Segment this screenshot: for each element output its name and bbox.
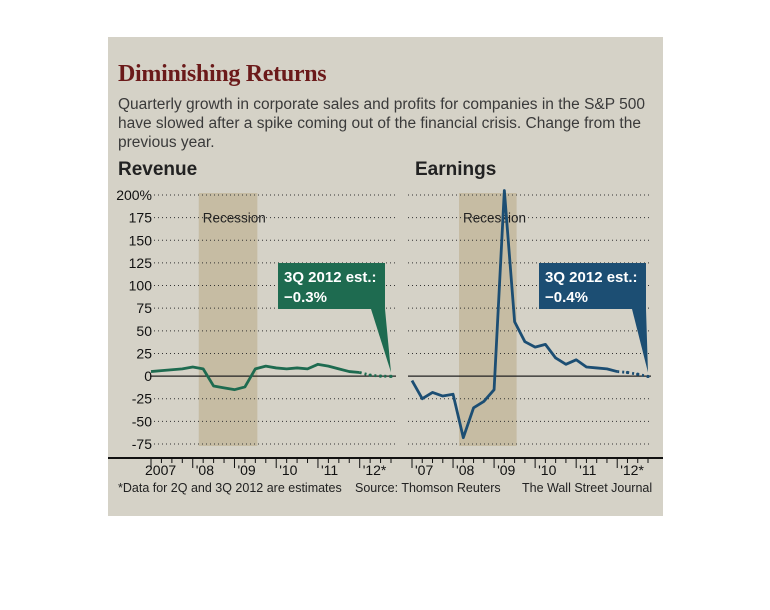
y-tick-label: 0 [144, 368, 152, 384]
x-tick-label: '09 [497, 462, 515, 478]
recession-shade [198, 193, 258, 446]
estimate-point [646, 374, 650, 379]
estimate-point [378, 374, 383, 378]
series-line [150, 362, 360, 392]
x-tick-label: '10 [279, 462, 297, 478]
y-tick-label: 200% [116, 187, 152, 203]
annotation-value: −0.3% [284, 289, 327, 306]
chart-title: Diminishing Returns [118, 61, 327, 87]
y-tick-label: 150 [129, 232, 153, 248]
x-tick-label: '12* [363, 462, 387, 478]
y-tick-label: 175 [129, 210, 153, 226]
revenue-panel-title: Revenue [118, 159, 198, 180]
y-tick-label: -25 [132, 391, 152, 407]
annotation-box [539, 263, 646, 309]
annotation-box [278, 263, 385, 309]
x-tick-label: '12* [620, 462, 644, 478]
series-line [410, 189, 618, 440]
credit-note: The Wall Street Journal [522, 481, 653, 495]
x-tick-label: '08 [196, 462, 214, 478]
annotation-value: −0.4% [545, 289, 588, 306]
series-line-estimate [359, 371, 392, 378]
y-tick-label: 50 [136, 323, 152, 339]
footnote: *Data for 2Q and 3Q 2012 are estimates [118, 481, 342, 495]
chart-plot-area: Recession 3Q 2012 est.: −0.3% 2007 '08 '09 '10… [108, 187, 663, 478]
estimate-point [389, 374, 393, 378]
estimate-point [625, 370, 630, 375]
y-tick-label: 100 [129, 278, 153, 294]
x-tick-label: '11 [579, 462, 596, 478]
recession-label: Recession [203, 211, 266, 226]
y-tick-label: 25 [136, 345, 152, 361]
earnings-panel-title: Earnings [415, 159, 497, 180]
y-tick-label: 75 [136, 300, 152, 316]
annotation-title: 3Q 2012 est.: [284, 269, 377, 286]
source-note: Source: Thomson Reuters [355, 481, 501, 495]
x-tick-label: '09 [237, 462, 255, 478]
annotation-pointer [632, 309, 648, 373]
y-tick-label: 125 [129, 255, 153, 271]
y-tick-label: -50 [132, 413, 152, 429]
x-tick-label: '11 [321, 462, 338, 478]
x-tick-label: 2007 [145, 462, 176, 478]
annotation-pointer [371, 309, 391, 373]
recession-label: Recession [463, 211, 526, 226]
chart-subtitle: Quarterly growth in corporate sales and … [118, 96, 645, 151]
x-tick-label: '08 [456, 462, 474, 478]
x-tick-label: '07 [415, 462, 433, 478]
y-tick-label: -75 [132, 436, 152, 452]
estimate-point [636, 372, 640, 376]
estimate-point [368, 373, 372, 377]
x-tick-label: '10 [538, 462, 556, 478]
annotation-title: 3Q 2012 est.: [545, 269, 638, 286]
chart-card: Diminishing Returns Quarterly growth in … [108, 37, 663, 516]
series-line-estimate [617, 370, 649, 378]
